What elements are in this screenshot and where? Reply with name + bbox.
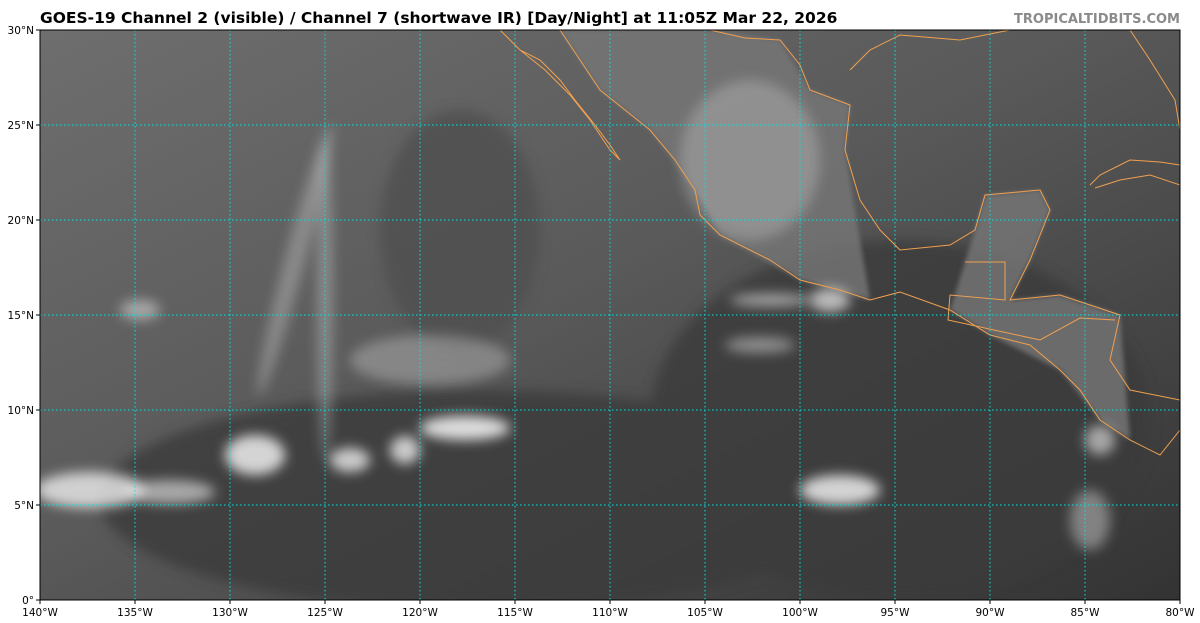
central-america-borders — [947, 261, 1116, 341]
lon-tick-label: 130°W — [212, 607, 248, 619]
lon-tick-label: 110°W — [592, 607, 628, 619]
lon-tick-label: 90°W — [976, 607, 1006, 619]
lat-tick-label: 15°N — [8, 310, 34, 322]
cuba-coast — [1089, 159, 1180, 189]
lon-tick-label: 95°W — [881, 607, 911, 619]
map-title: GOES-19 Channel 2 (visible) / Channel 7 … — [40, 9, 838, 27]
baja-california-coast — [499, 30, 621, 161]
lat-tick-label: 30°N — [8, 25, 34, 37]
us-gulf-coast — [849, 30, 1180, 131]
lat-tick-label: 5°N — [14, 500, 34, 512]
lon-tick-label: 105°W — [687, 607, 723, 619]
lon-tick-label: 140°W — [22, 607, 58, 619]
lon-tick-label: 100°W — [782, 607, 818, 619]
mexico-pacific-coast — [559, 30, 1180, 456]
lat-tick-label: 25°N — [8, 120, 34, 132]
gulf-of-mexico-coast — [709, 30, 1180, 401]
lat-tick-label: 20°N — [8, 215, 34, 227]
gridlines — [40, 30, 1180, 600]
lon-tick-label: 125°W — [307, 607, 343, 619]
lat-tick-label: 10°N — [8, 405, 34, 417]
axis-ticks: 140°W 135°W 130°W 125°W 120°W 115°W 110°W 105°W… — [8, 25, 1196, 619]
lon-tick-label: 85°W — [1071, 607, 1101, 619]
coastlines — [499, 30, 1180, 456]
lon-tick-label: 80°W — [1166, 607, 1196, 619]
lon-tick-label: 120°W — [402, 607, 438, 619]
lat-tick-label: 0° — [22, 595, 34, 607]
watermark: TROPICALTIDBITS.COM — [1014, 12, 1180, 27]
lon-tick-label: 115°W — [497, 607, 533, 619]
lon-tick-label: 135°W — [117, 607, 153, 619]
